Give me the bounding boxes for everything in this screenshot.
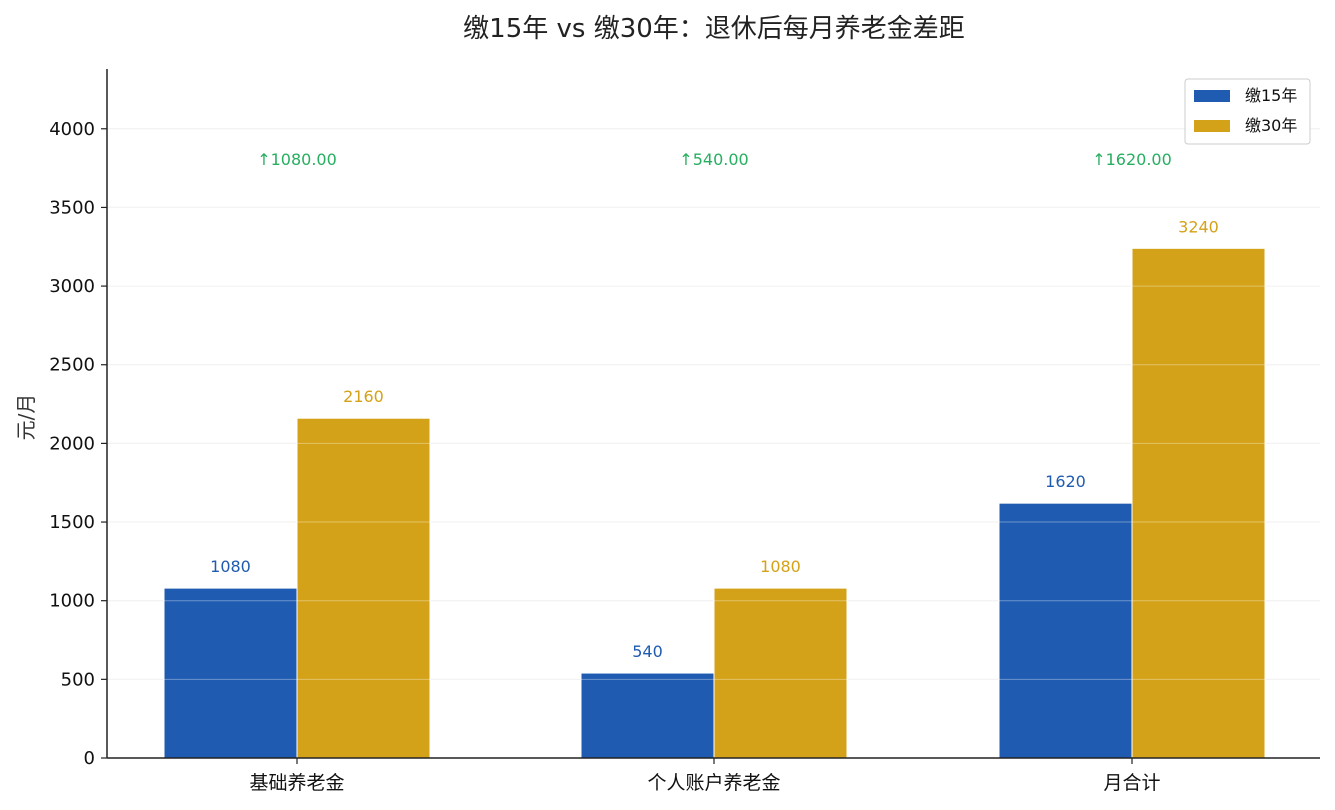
- y-tick-label: 3000: [49, 276, 95, 297]
- bar-value-label: 1080: [210, 557, 251, 576]
- bar-value-label: 540: [632, 642, 663, 661]
- y-tick-label: 2500: [49, 355, 95, 376]
- bar-30-years: [713, 587, 848, 759]
- bar-30-years: [296, 417, 431, 759]
- axes: 0 500 1000 1500 2000 2500 3000 3500 4000 基础养老金 个人账…: [49, 69, 1320, 794]
- legend-swatch-15-years: [1194, 90, 1230, 102]
- x-tick-label: 个人账户养老金: [647, 772, 780, 794]
- legend-swatch-30-years: [1194, 120, 1230, 132]
- bar-value-label: 1080: [760, 557, 801, 576]
- bar-value-label: 1620: [1045, 472, 1086, 491]
- bars: [163, 247, 1266, 759]
- bar-value-label: 2160: [343, 387, 384, 406]
- bar-30-years: [1131, 247, 1266, 759]
- bar-value-label: 3240: [1178, 217, 1219, 236]
- y-tick-label: 1500: [49, 512, 95, 533]
- difference-annotation: ↑1620.00: [1092, 150, 1172, 169]
- difference-annotation: ↑540.00: [679, 150, 748, 169]
- data-labels: 1080 2160 ↑1080.00 540 1080 ↑540.00 1620 3240 ↑1…: [107, 128, 1320, 680]
- y-tick-label: 4000: [49, 119, 95, 140]
- bar-15-years: [163, 587, 298, 759]
- difference-annotation: ↑1080.00: [257, 150, 337, 169]
- legend-label-15-years: 缴15年: [1245, 86, 1297, 105]
- y-axis-label: 元/月: [14, 394, 38, 441]
- y-tick-label: 2000: [49, 433, 95, 454]
- bar-15-years: [580, 672, 715, 759]
- y-tick-label: 1000: [49, 591, 95, 612]
- chart-title: 缴15年 vs 缴30年：退休后每月养老金差距: [463, 14, 965, 44]
- legend: 缴15年 缴30年: [1184, 78, 1311, 145]
- y-tick-label: 500: [61, 669, 95, 690]
- bar-15-years: [998, 502, 1133, 759]
- x-tick-label: 月合计: [1103, 772, 1160, 794]
- x-tick-label: 基础养老金: [249, 772, 344, 794]
- y-tick-label: 0: [84, 748, 95, 769]
- y-tick-label: 3500: [49, 197, 95, 218]
- legend-label-30-years: 缴30年: [1245, 116, 1297, 135]
